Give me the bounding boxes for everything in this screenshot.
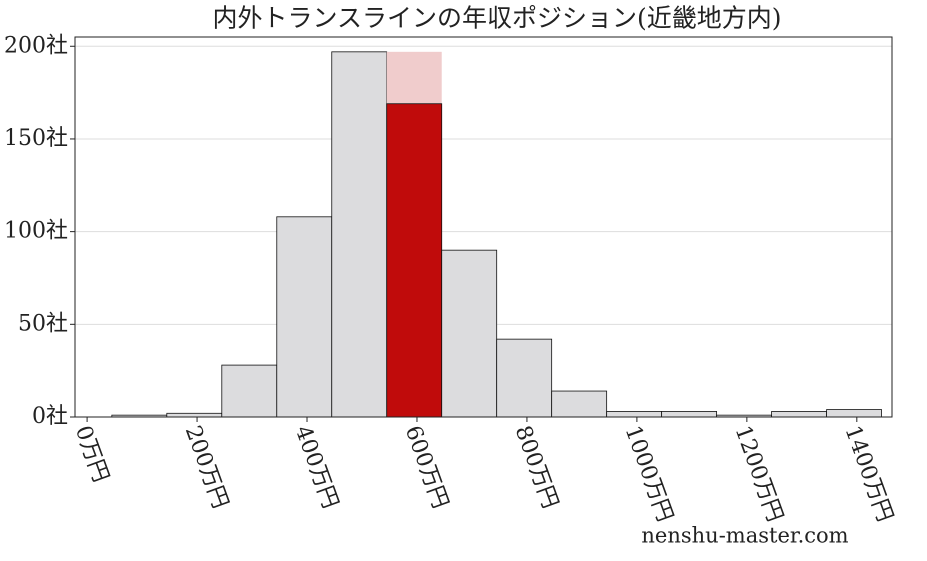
x-tick-label: 800万円 (510, 423, 563, 512)
bar (606, 411, 663, 418)
y-tick-label: 50社 (18, 311, 68, 336)
bar (496, 338, 553, 418)
y-tick-label: 0社 (32, 404, 68, 429)
x-tick-label: 1000万円 (620, 423, 678, 526)
x-tick-label: 600万円 (400, 423, 453, 512)
y-tick-label: 150社 (4, 126, 68, 151)
watermark: nenshu-master.com (641, 524, 848, 548)
bar (221, 364, 278, 418)
bar (661, 411, 718, 418)
bar (826, 409, 882, 418)
x-tick-label: 1400万円 (840, 423, 898, 526)
bar (441, 249, 498, 418)
bar (331, 51, 388, 418)
bar (771, 411, 827, 418)
chart-title: 内外トランスラインの年収ポジション(近畿地方内) (212, 4, 781, 33)
bar (386, 103, 443, 418)
bar (276, 216, 333, 418)
x-tick-label: 1200万円 (730, 423, 788, 526)
bar (551, 390, 608, 418)
x-tick-label: 200万円 (180, 423, 233, 512)
x-tick-label: 0万円 (70, 423, 113, 486)
y-tick-label: 100社 (4, 219, 68, 244)
plot-frame (74, 36, 893, 418)
x-tick-label: 400万円 (290, 423, 343, 512)
bar (166, 412, 223, 418)
y-tick-label: 200社 (4, 33, 68, 58)
